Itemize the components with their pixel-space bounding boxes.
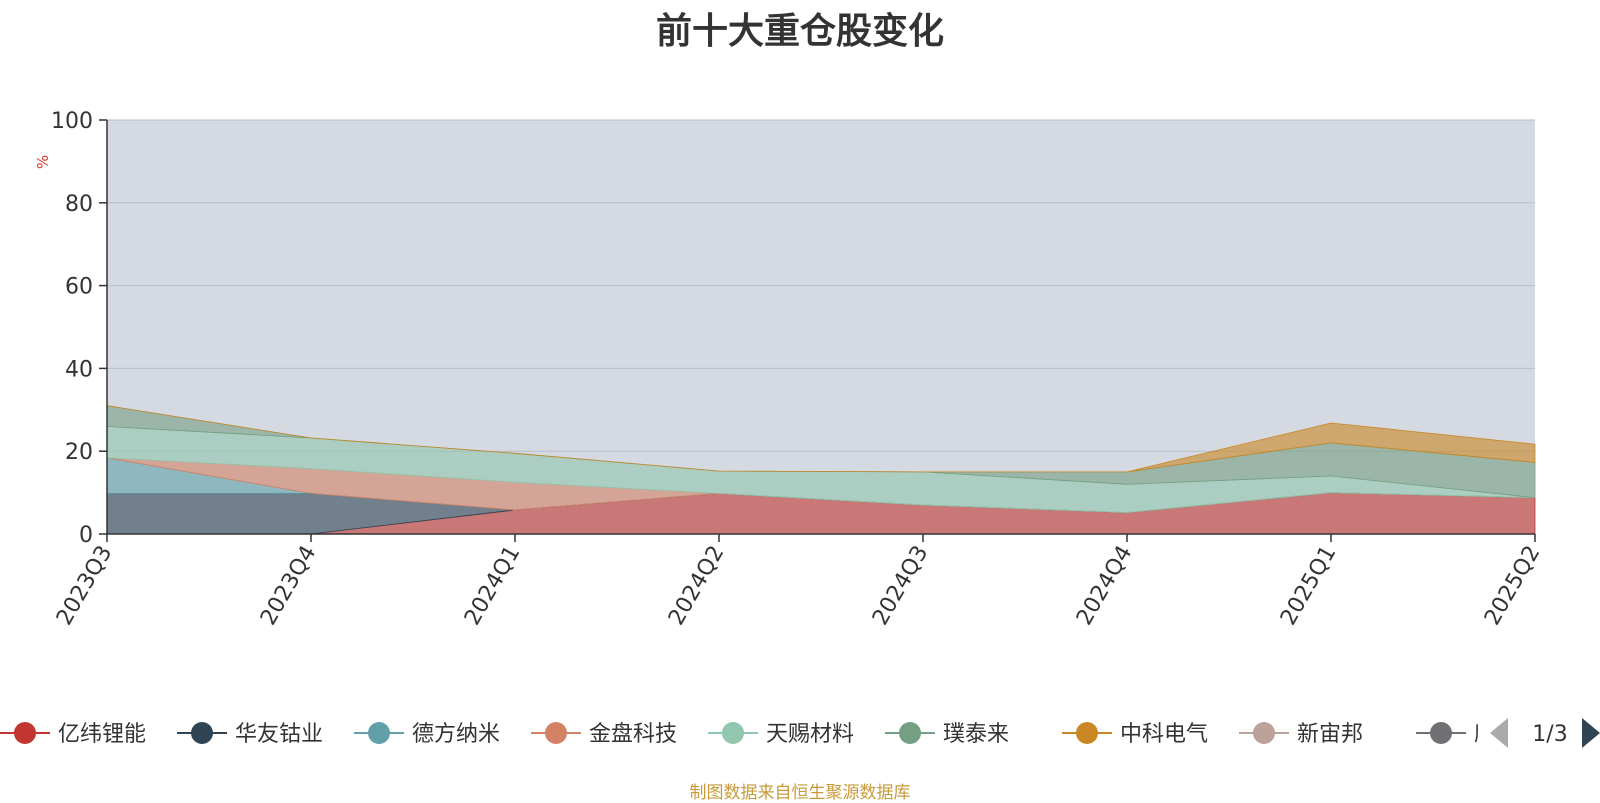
- legend-marker: [899, 722, 921, 744]
- source-note: 制图数据来自恒生聚源数据库: [689, 783, 911, 803]
- legend-label[interactable]: 天赐材料: [766, 722, 854, 747]
- legend-marker: [722, 722, 744, 744]
- x-tick-label: 2025Q2: [1480, 542, 1545, 630]
- x-tick-label: 2024Q1: [460, 542, 525, 630]
- legend: 亿纬锂能华友钴业德方纳米金盘科技天赐材料璞泰来中科电气新宙邦欣旺达1/3: [0, 700, 1600, 764]
- y-tick-label: 20: [65, 440, 93, 465]
- legend-prev-icon[interactable]: [1490, 718, 1508, 748]
- area-series: [106, 405, 1536, 535]
- x-tick-label: 2023Q3: [52, 542, 117, 630]
- legend-next-icon[interactable]: [1582, 718, 1600, 748]
- x-tick-label: 2024Q4: [1072, 542, 1137, 630]
- legend-marker: [14, 722, 36, 744]
- legend-marker: [191, 722, 213, 744]
- legend-marker: [1076, 722, 1098, 744]
- y-tick-label: 100: [51, 109, 93, 134]
- legend-label[interactable]: 璞泰来: [943, 722, 1009, 747]
- legend-label[interactable]: 金盘科技: [589, 722, 677, 747]
- y-tick-label: 0: [79, 523, 93, 548]
- legend-label[interactable]: 德方纳米: [412, 722, 500, 747]
- series-area-中科电气: [106, 405, 1536, 473]
- legend-label[interactable]: 华友钴业: [235, 722, 323, 747]
- x-tick-label: 2023Q4: [256, 542, 321, 630]
- legend-label[interactable]: 新宙邦: [1297, 722, 1363, 747]
- y-tick-label: 80: [65, 192, 93, 217]
- legend-page-indicator: 1/3: [1532, 722, 1567, 747]
- chart-title: 前十大重仓股变化: [655, 11, 944, 52]
- x-tick-label: 2024Q3: [868, 542, 933, 630]
- x-tick-label: 2024Q2: [664, 542, 729, 630]
- legend-marker: [368, 722, 390, 744]
- y-tick-label: 40: [65, 357, 93, 382]
- y-axis-label: %: [34, 155, 52, 169]
- legend-label[interactable]: 亿纬锂能: [58, 722, 146, 747]
- legend-marker: [1430, 722, 1452, 744]
- y-tick-label: 60: [65, 275, 93, 300]
- legend-marker: [545, 722, 567, 744]
- x-tick-label: 2025Q1: [1276, 542, 1341, 630]
- legend-marker: [1253, 722, 1275, 744]
- legend-label[interactable]: 中科电气: [1120, 722, 1208, 747]
